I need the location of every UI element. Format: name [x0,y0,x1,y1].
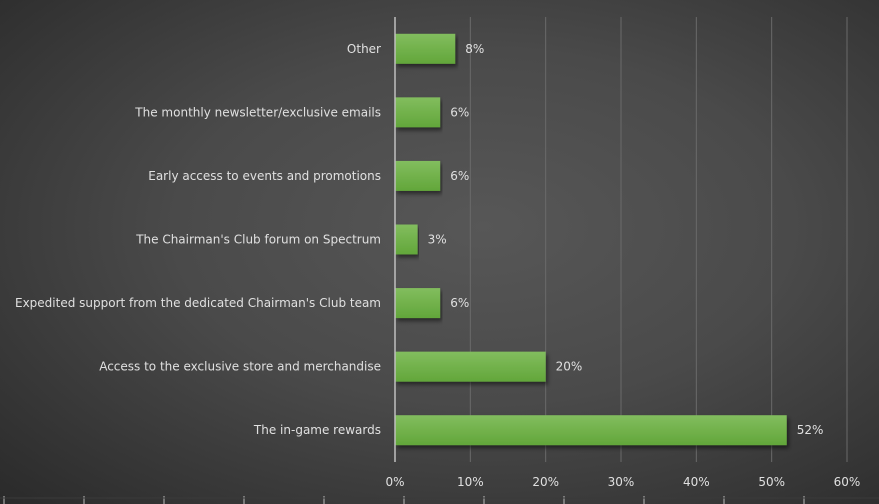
data-label: 6% [450,105,469,119]
bar [395,97,441,128]
x-tick-label: 30% [608,475,635,489]
bar [395,288,441,319]
data-label: 20% [556,360,583,374]
x-tick-label: 50% [758,475,785,489]
x-tick-label: 60% [834,475,861,489]
x-tick-label: 10% [457,475,484,489]
x-tick-label: 40% [683,475,710,489]
bar [395,224,418,255]
data-label: 3% [428,233,447,247]
category-label: The monthly newsletter/exclusive emails [134,105,381,119]
data-label: 6% [450,169,469,183]
bar [395,415,787,446]
category-label: Early access to events and promotions [148,169,381,183]
category-label: Expedited support from the dedicated Cha… [15,296,381,310]
bar [395,33,456,64]
data-label: 8% [465,42,484,56]
bar [395,351,546,382]
bar [395,160,441,191]
x-tick-label: 0% [385,475,404,489]
category-label: Other [347,42,381,56]
category-label: The in-game rewards [253,423,381,437]
category-label: Access to the exclusive store and mercha… [99,360,381,374]
x-tick-label: 20% [532,475,559,489]
category-label: The Chairman's Club forum on Spectrum [135,233,381,247]
data-label: 52% [797,423,824,437]
data-label: 6% [450,296,469,310]
